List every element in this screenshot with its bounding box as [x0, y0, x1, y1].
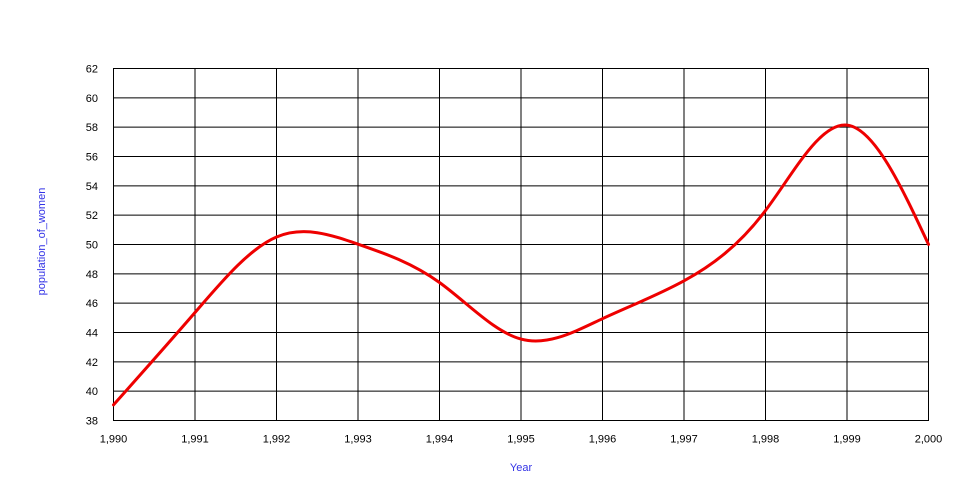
svg-text:1,992: 1,992 [263, 433, 291, 445]
svg-text:54: 54 [86, 181, 98, 193]
svg-text:60: 60 [86, 93, 98, 105]
svg-text:1,996: 1,996 [589, 433, 617, 445]
svg-text:1,990: 1,990 [100, 433, 128, 445]
svg-text:42: 42 [86, 357, 98, 369]
svg-text:Year: Year [510, 462, 533, 474]
svg-text:56: 56 [86, 152, 98, 164]
svg-text:58: 58 [86, 122, 98, 134]
svg-text:48: 48 [86, 269, 98, 281]
svg-text:38: 38 [86, 416, 98, 428]
svg-text:62: 62 [86, 64, 98, 76]
svg-text:1,998: 1,998 [752, 433, 780, 445]
svg-text:46: 46 [86, 298, 98, 310]
svg-text:1,994: 1,994 [426, 433, 454, 445]
svg-text:2,000: 2,000 [915, 433, 943, 445]
svg-text:52: 52 [86, 210, 98, 222]
svg-text:40: 40 [86, 386, 98, 398]
svg-text:1,993: 1,993 [344, 433, 372, 445]
svg-text:population_of_women: population_of_women [36, 188, 48, 296]
svg-text:50: 50 [86, 240, 98, 252]
svg-text:44: 44 [86, 328, 98, 340]
svg-text:1,999: 1,999 [833, 433, 861, 445]
svg-text:1,995: 1,995 [507, 433, 535, 445]
svg-text:1,997: 1,997 [670, 433, 698, 445]
svg-text:1,991: 1,991 [181, 433, 209, 445]
